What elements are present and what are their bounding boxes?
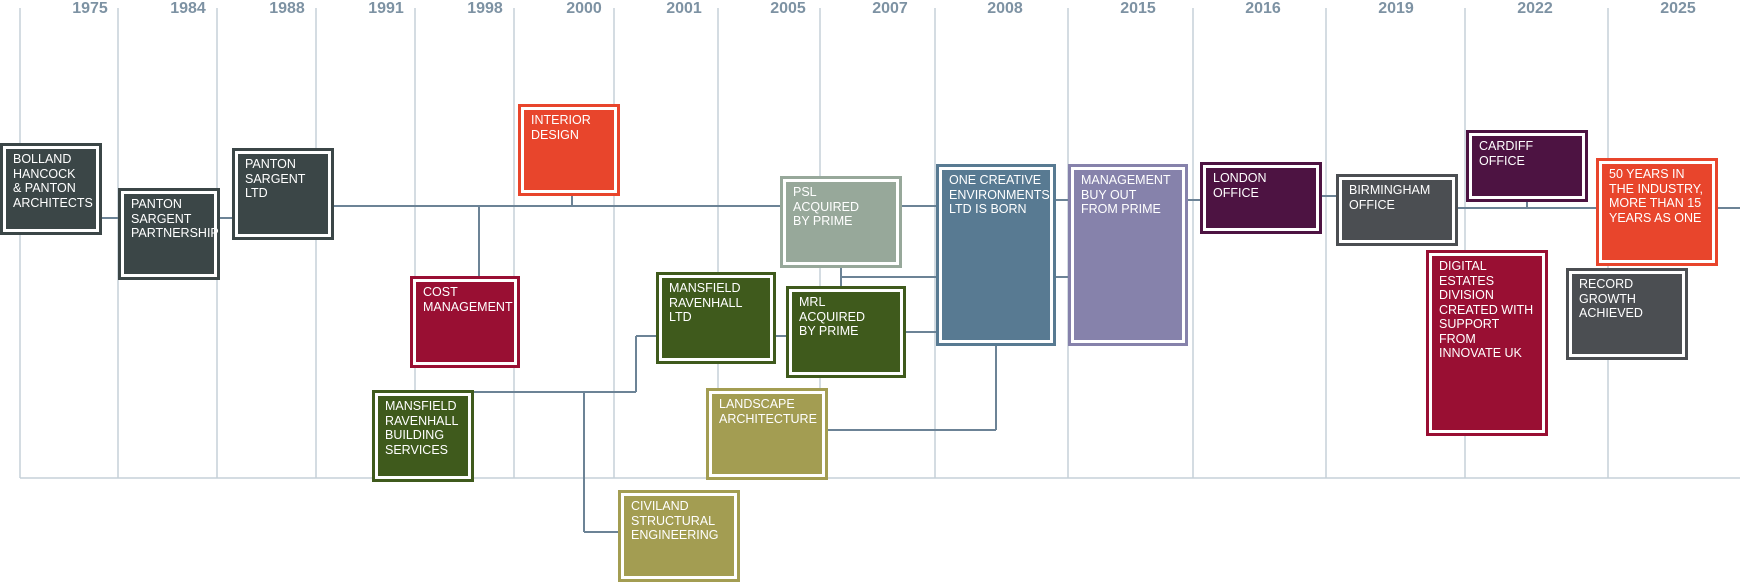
event-box-panton-sargent-partnership: Panton Sargent Partnership	[118, 188, 220, 280]
event-label: Management Buy Out from Prime	[1081, 173, 1171, 216]
event-box-one-creative: One Creative Environments Ltd is Born	[936, 164, 1056, 346]
year-label-2000: 2000	[566, 0, 602, 17]
event-label: London Office	[1213, 171, 1267, 200]
year-label-2015: 2015	[1120, 0, 1156, 17]
year-label-2016: 2016	[1245, 0, 1281, 17]
year-label-2001: 2001	[666, 0, 702, 17]
event-box-cardiff: Cardiff Office	[1466, 130, 1588, 202]
event-box-cost-management: Cost Management	[410, 276, 520, 368]
event-box-bolland: Bolland Hancock & Panton Architects	[0, 143, 102, 235]
event-box-record-growth: Record Growth Achieved	[1566, 268, 1688, 360]
year-label-1984: 1984	[170, 0, 206, 17]
event-label: Bolland Hancock & Panton Architects	[13, 152, 93, 210]
event-label: Landscape Architecture	[719, 397, 817, 426]
event-label: Cardiff Office	[1479, 139, 1534, 168]
event-label: PSL Acquired by Prime	[793, 185, 859, 228]
event-label: Panton Sargent Ltd	[245, 157, 306, 200]
year-label-1975: 1975	[72, 0, 108, 17]
year-label-2022: 2022	[1517, 0, 1553, 17]
event-label: Panton Sargent Partnership	[131, 197, 219, 240]
year-label-2008: 2008	[987, 0, 1023, 17]
event-box-digital-estates: Digital Estates Division Created With Su…	[1426, 250, 1548, 436]
event-box-mrl: MRL Acquired by Prime	[786, 286, 906, 378]
year-label-2005: 2005	[770, 0, 806, 17]
event-box-birmingham: Birmingham Office	[1336, 174, 1458, 246]
event-label: Cost Management	[423, 285, 513, 314]
event-box-mbo: Management Buy Out from Prime	[1068, 164, 1188, 346]
event-label: Mansfield Ravenhall Building Services	[385, 399, 459, 457]
event-label: Record Growth Achieved	[1579, 277, 1643, 320]
event-box-civiland: Civiland Structural Engineering	[618, 490, 740, 582]
event-label: Civiland Structural Engineering	[631, 499, 719, 542]
event-label: Interior Design	[531, 113, 591, 142]
year-label-1991: 1991	[368, 0, 404, 17]
event-box-landscape: Landscape Architecture	[706, 388, 828, 480]
event-label: 50 Years in the Industry, More Than 15 Y…	[1609, 167, 1704, 225]
event-box-london: London Office	[1200, 162, 1322, 234]
event-box-panton-sargent-ltd: Panton Sargent Ltd	[232, 148, 334, 240]
event-box-interior-design: Interior Design	[518, 104, 620, 196]
event-box-psl: PSL Acquired by Prime	[780, 176, 902, 268]
year-label-1998: 1998	[467, 0, 503, 17]
year-label-2025: 2025	[1660, 0, 1696, 17]
event-label: Birmingham Office	[1349, 183, 1431, 212]
event-box-fifty-years: 50 Years in the Industry, More Than 15 Y…	[1596, 158, 1718, 266]
event-label: Digital Estates Division Created With Su…	[1439, 259, 1534, 360]
event-label: MRL Acquired by Prime	[799, 295, 865, 338]
event-box-mansfield-ltd: Mansfield Ravenhall Ltd	[656, 272, 776, 364]
event-label: Mansfield Ravenhall Ltd	[669, 281, 742, 324]
event-box-mansfield-building: Mansfield Ravenhall Building Services	[372, 390, 474, 482]
year-label-2007: 2007	[872, 0, 908, 17]
year-label-1988: 1988	[269, 0, 305, 17]
year-label-2019: 2019	[1378, 0, 1414, 17]
event-label: One Creative Environments Ltd is Born	[949, 173, 1050, 216]
